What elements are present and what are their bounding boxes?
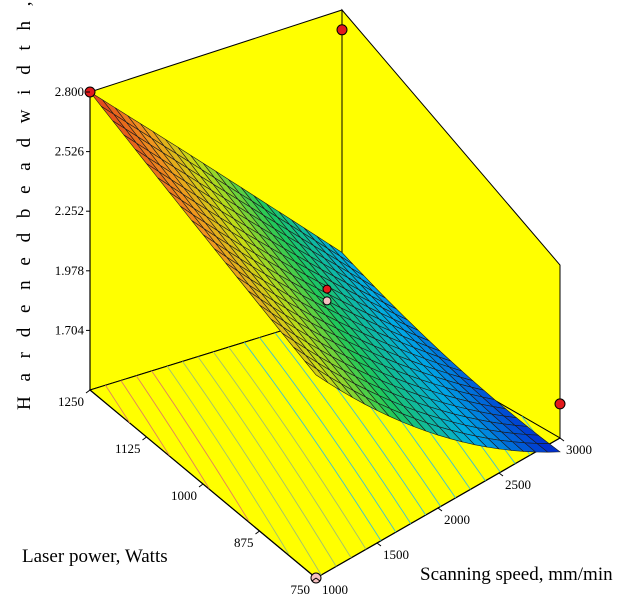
x-tick-label: 875 [234, 535, 254, 550]
surface-cell [536, 443, 561, 453]
y-tick-mark [559, 437, 565, 442]
y-tick-label: 3000 [566, 442, 592, 457]
y-tick-mark [315, 577, 321, 582]
y-tick-label: 2000 [444, 512, 470, 527]
y-tick-label: 2500 [505, 477, 531, 492]
z-tick-label: 1.978 [55, 263, 84, 278]
z-tick-label: 2.526 [55, 144, 85, 159]
x-tick-label: 1250 [58, 394, 84, 409]
response-surface [89, 91, 561, 453]
contour-line [151, 370, 250, 522]
z-tick-label: 2.252 [55, 203, 84, 218]
x-axis-label: Laser power, Watts [22, 546, 168, 567]
z-tick-label: 1.704 [55, 322, 85, 337]
axis-ticks: 2.800 2.526 2.252 1.978 1.704 1250 1125 1000 875… [55, 84, 592, 594]
contour-line [259, 337, 397, 533]
contour-line [182, 361, 322, 576]
x-tick-mark [198, 483, 204, 488]
design-points [84, 24, 566, 584]
design-point [554, 398, 566, 410]
contour-line [228, 346, 367, 550]
design-point [322, 284, 332, 294]
contour-line [120, 380, 170, 456]
y-tick-mark [437, 507, 443, 512]
x-tick-mark [311, 577, 317, 582]
y-tick-label: 1500 [383, 547, 409, 562]
x-tick-mark [142, 436, 147, 441]
y-tick-label: 1000 [322, 582, 348, 594]
contour-line [166, 365, 289, 555]
y-tick-mark [498, 472, 504, 477]
x-tick-mark [255, 530, 260, 535]
design-point [336, 24, 348, 36]
design-point [322, 296, 332, 306]
y-tick-mark [376, 542, 382, 547]
y-axis-label: Scanning speed, mm/min [420, 564, 613, 585]
contour-line [243, 342, 382, 541]
z-tick-label: 2.800 [55, 84, 84, 99]
contour-line [197, 356, 337, 567]
x-tick-label: 1125 [115, 441, 141, 456]
z-axis-label: H a r d e n e d b e a d w i d t h , m m [14, 0, 35, 410]
x-tick-label: 1000 [171, 488, 197, 503]
contour-line [105, 384, 131, 424]
x-tick-label: 750 [291, 582, 311, 594]
x-tick-mark [85, 389, 91, 394]
contour-line [274, 332, 412, 524]
contour-line [212, 351, 352, 559]
contour-line [135, 375, 210, 489]
